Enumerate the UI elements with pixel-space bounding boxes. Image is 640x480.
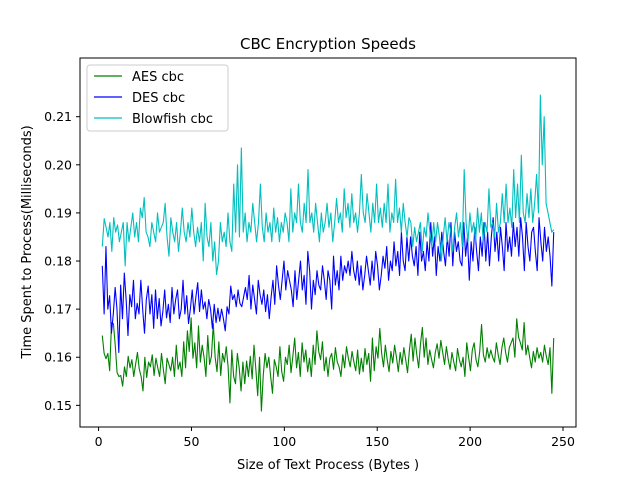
axes-frame (79, 57, 577, 428)
x-tick-label: 0 (95, 434, 103, 449)
y-tick-label: 0.17 (44, 302, 72, 317)
y-axis-ticks: 0.15 0.16 0.17 0.18 0.19 0.20 0.21 (44, 109, 80, 413)
x-axis-label: Size of Text Process (Bytes ) (237, 458, 419, 473)
x-tick-label: 150 (365, 434, 389, 449)
series-line-des-cbc (101, 217, 555, 353)
x-tick-label: 250 (551, 434, 575, 449)
y-tick-label: 0.15 (44, 398, 72, 413)
y-tick-label: 0.20 (44, 157, 72, 172)
x-tick-label: 200 (458, 434, 482, 449)
series-line-aes-cbc (101, 317, 555, 412)
x-axis-ticks: 0 50 100 150 200 250 (95, 427, 575, 449)
y-tick-label: 0.18 (44, 254, 72, 269)
legend-box (86, 64, 229, 132)
legend-label-des: DES cbc (132, 91, 185, 106)
series-layer (101, 94, 555, 412)
chart-title: CBC Encryption Speeds (240, 35, 416, 53)
y-tick-label: 0.21 (44, 109, 72, 124)
y-tick-label: 0.16 (44, 350, 72, 365)
y-axis-label: Time Spent to Process(Milliseconds) (20, 125, 35, 359)
legend: AES cbc DES cbc Blowfish cbc (86, 64, 229, 132)
legend-label-blowfish: Blowfish cbc (132, 112, 213, 127)
x-tick-label: 100 (272, 434, 296, 449)
y-tick-label: 0.19 (44, 205, 72, 220)
series-line-blowfish-cbc (101, 94, 555, 276)
legend-label-aes: AES cbc (132, 70, 184, 85)
x-tick-label: 50 (184, 434, 200, 449)
